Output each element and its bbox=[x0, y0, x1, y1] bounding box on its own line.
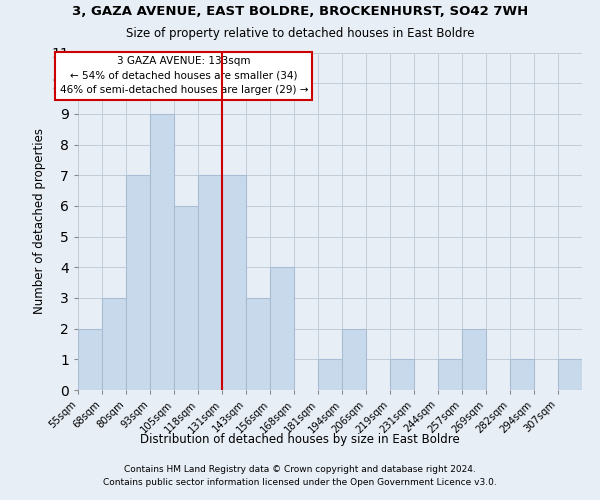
Text: Size of property relative to detached houses in East Boldre: Size of property relative to detached ho… bbox=[126, 28, 474, 40]
Text: Contains HM Land Registry data © Crown copyright and database right 2024.: Contains HM Land Registry data © Crown c… bbox=[124, 466, 476, 474]
Bar bbox=[246, 298, 270, 390]
Bar bbox=[150, 114, 174, 390]
Bar bbox=[462, 328, 486, 390]
Bar bbox=[174, 206, 198, 390]
Bar bbox=[222, 175, 246, 390]
Bar bbox=[510, 360, 534, 390]
Bar bbox=[198, 175, 222, 390]
Bar bbox=[102, 298, 126, 390]
Bar bbox=[270, 268, 294, 390]
Bar bbox=[78, 328, 102, 390]
Text: Distribution of detached houses by size in East Boldre: Distribution of detached houses by size … bbox=[140, 432, 460, 446]
Bar bbox=[342, 328, 366, 390]
Text: Contains public sector information licensed under the Open Government Licence v3: Contains public sector information licen… bbox=[103, 478, 497, 487]
Bar bbox=[126, 175, 150, 390]
Bar bbox=[558, 360, 582, 390]
Bar bbox=[390, 360, 414, 390]
Text: 3, GAZA AVENUE, EAST BOLDRE, BROCKENHURST, SO42 7WH: 3, GAZA AVENUE, EAST BOLDRE, BROCKENHURS… bbox=[72, 5, 528, 18]
Y-axis label: Number of detached properties: Number of detached properties bbox=[32, 128, 46, 314]
Text: 3 GAZA AVENUE: 133sqm
← 54% of detached houses are smaller (34)
46% of semi-deta: 3 GAZA AVENUE: 133sqm ← 54% of detached … bbox=[59, 56, 308, 96]
Bar bbox=[438, 360, 462, 390]
Bar bbox=[318, 360, 342, 390]
